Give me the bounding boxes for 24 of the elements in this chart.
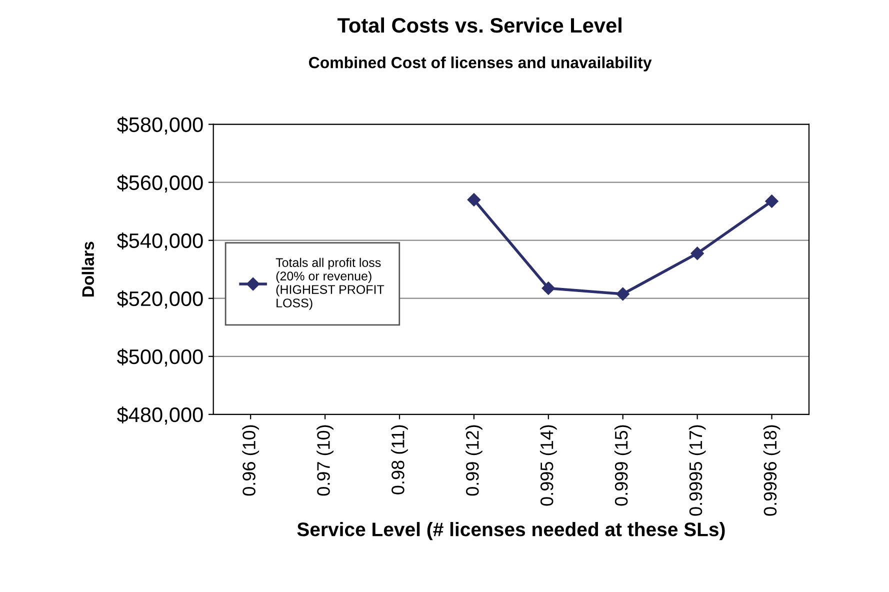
x-tick-label: 0.9996 (18) [763, 425, 780, 516]
y-tick-label: $560,000 [116, 174, 203, 193]
legend-label: Totals all profit loss (20% or revenue) (HIGHEST PROFIT LOSS) [276, 258, 384, 310]
chart-subtitle: Combined Cost of licenses and unavailability [308, 56, 652, 72]
x-tick-label: 0.97 (10) [316, 425, 334, 496]
y-tick-label: $480,000 [116, 406, 203, 425]
point [765, 194, 778, 208]
x-axis-title: Service Level (# licenses needed at these SLs) [297, 522, 725, 540]
y-tick-label: $520,000 [116, 290, 203, 309]
x-tick-label: 0.995 (14) [540, 425, 557, 506]
chart-title: Total Costs vs. Service Level [337, 17, 622, 33]
point [467, 193, 481, 206]
point [690, 246, 704, 260]
x-tick-label: 0.98 (11) [391, 425, 408, 494]
x-tick-label: 0.99 (12) [466, 425, 482, 496]
point [542, 282, 555, 295]
x-tick-label: 0.999 (15) [614, 425, 632, 506]
point [616, 287, 630, 301]
y-axis-title: Dollars [82, 242, 94, 296]
y-tick-label: $540,000 [116, 232, 203, 251]
x-tick-label: 0.96 (10) [242, 425, 259, 496]
y-tick-label: $580,000 [116, 116, 203, 135]
x-tick-label: 0.9995 (17) [688, 425, 706, 516]
y-tick-label: $500,000 [116, 348, 203, 367]
